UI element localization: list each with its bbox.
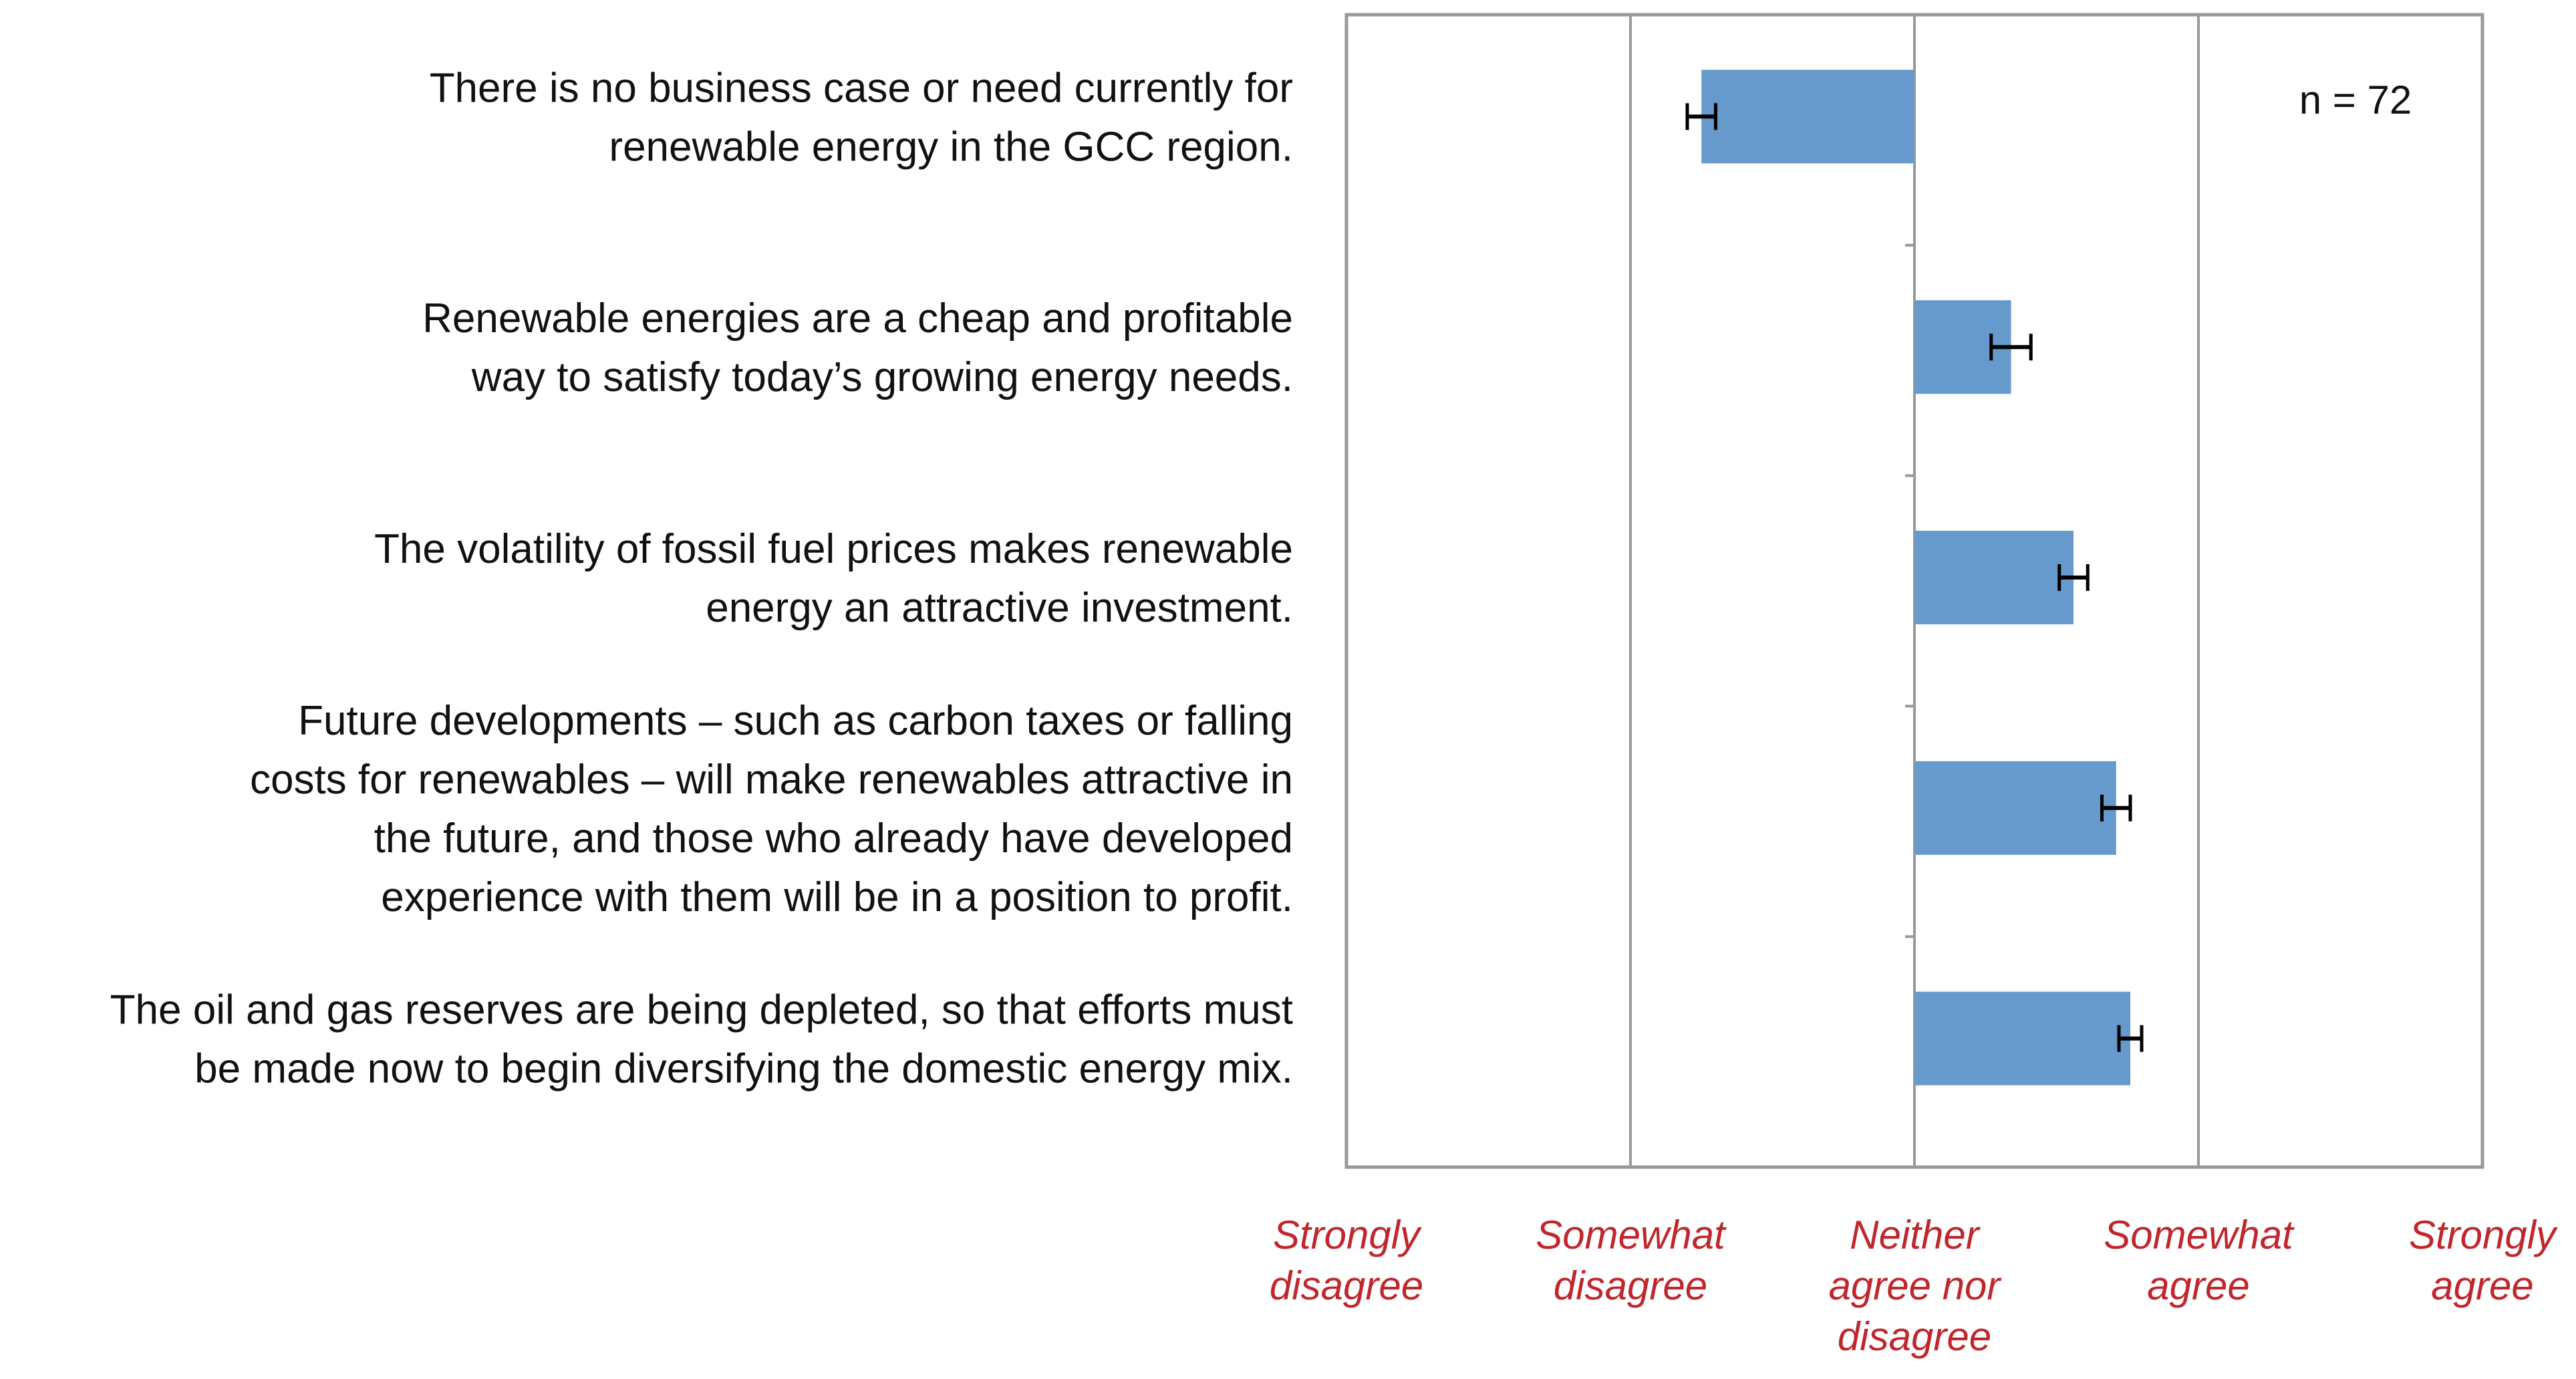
category-label-0: There is no business case or need curren… xyxy=(430,65,1293,170)
x-tick-label-1: Somewhat disagree xyxy=(1536,1213,1727,1308)
error-bar-4 xyxy=(2117,1025,2144,1052)
plot-frame xyxy=(1344,13,2484,1169)
bar-0 xyxy=(1701,70,1914,164)
sample-size-annotation: n = 72 xyxy=(2299,78,2412,122)
error-bar-2 xyxy=(2057,564,2090,591)
bar-4 xyxy=(1914,991,2130,1086)
y-axis-ticks xyxy=(1905,243,1914,938)
error-bars xyxy=(1685,103,2144,1052)
category-label-1: Renewable energies are a cheap and profi… xyxy=(422,295,1293,400)
category-label-2: The volatility of fossil fuel prices mak… xyxy=(374,526,1293,631)
x-tick-label-4: Strongly agree xyxy=(2409,1213,2559,1308)
category-label-4: The oil and gas reserves are being deple… xyxy=(110,987,1293,1092)
error-bar-3 xyxy=(2100,794,2132,822)
category-labels: There is no business case or need curren… xyxy=(110,65,1293,1092)
x-tick-label-0: Strongly disagree xyxy=(1270,1213,1423,1308)
bar-3 xyxy=(1914,761,2116,855)
error-bar-0 xyxy=(1685,103,1717,130)
bar-2 xyxy=(1914,531,2073,624)
x-axis-tick-labels: Strongly disagree Somewhat disagree Neither a… xyxy=(1270,1213,2559,1359)
error-bar-1 xyxy=(1989,334,2033,361)
category-label-3: Future developments – such as carbon tax… xyxy=(250,698,1293,920)
bars xyxy=(1701,70,2130,1086)
x-tick-label-2: Neither agree nor disagree xyxy=(1829,1213,2002,1359)
x-tick-label-3: Somewhat agree xyxy=(2104,1213,2295,1308)
